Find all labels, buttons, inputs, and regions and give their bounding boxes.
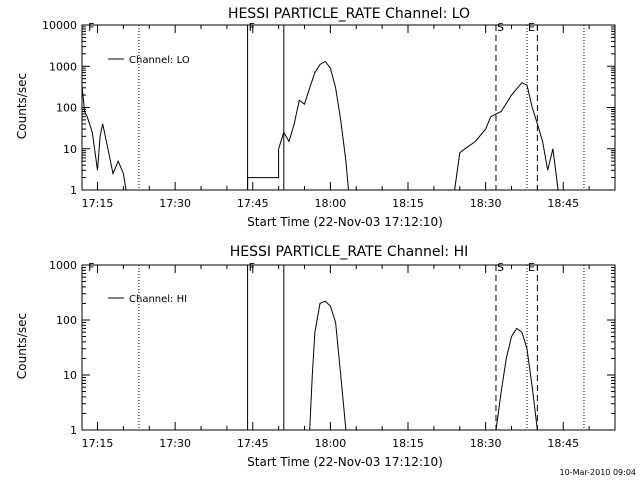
chart-title: HESSI PARTICLE_RATE Channel: LO [228, 6, 470, 22]
event-marker-label: E [528, 21, 535, 34]
event-marker-label: S [497, 261, 504, 274]
x-tick-label: 18:45 [547, 197, 579, 210]
plot-frame [81, 264, 616, 431]
plot-frame [81, 24, 616, 191]
x-axis-label: Start Time (22-Nov-03 17:12:10) [247, 455, 443, 469]
rate-series-line [495, 327, 538, 431]
y-axis-label: Counts/sec [15, 313, 29, 379]
y-tick-label: 100 [56, 102, 77, 115]
x-tick-label: 17:45 [237, 437, 269, 450]
event-marker-label: S [497, 21, 504, 34]
x-tick-label: 17:15 [82, 197, 114, 210]
x-tick-label: 17:30 [159, 197, 191, 210]
x-axis-label: Start Time (22-Nov-03 17:12:10) [247, 215, 443, 229]
timestamp: 10-Mar-2010 09:04 [559, 468, 637, 477]
rate-series-line [454, 82, 559, 191]
x-tick-label: 18:00 [315, 197, 347, 210]
y-tick-label: 100 [56, 314, 77, 327]
y-tick-label: 1000 [49, 259, 77, 272]
x-tick-label: 18:30 [470, 197, 502, 210]
event-marker-label: F [88, 21, 94, 34]
y-tick-label: 1000 [49, 60, 77, 73]
x-tick-label: 17:15 [82, 437, 114, 450]
x-tick-label: 18:30 [470, 437, 502, 450]
rate-series-line [247, 60, 349, 191]
y-tick-label: 10 [63, 369, 77, 382]
y-tick-label: 10 [63, 143, 77, 156]
y-tick-label: 10000 [42, 19, 77, 32]
rate-series-line [81, 85, 127, 191]
x-tick-label: 18:00 [315, 437, 347, 450]
y-tick-label: 1 [70, 184, 77, 197]
panel-hi: HESSI PARTICLE_RATE Channel: HI Counts/s… [15, 244, 616, 469]
legend: Channel: HI [108, 294, 187, 305]
event-marker-label: E [528, 261, 535, 274]
event-marker-label: F [88, 261, 94, 274]
legend-label: Channel: HI [129, 294, 187, 305]
legend-label: Channel: LO [129, 55, 190, 66]
x-tick-label: 18:45 [547, 437, 579, 450]
y-tick-label: 1 [70, 424, 77, 437]
event-marker-label: F [249, 21, 255, 34]
x-tick-label: 18:15 [392, 437, 424, 450]
panel-lo: HESSI PARTICLE_RATE Channel: LO Counts/s… [15, 6, 616, 229]
legend: Channel: LO [108, 55, 190, 66]
rate-series-line [309, 300, 347, 431]
x-tick-label: 17:30 [159, 437, 191, 450]
y-axis-label: Counts/sec [15, 73, 29, 139]
chart-title: HESSI PARTICLE_RATE Channel: HI [230, 244, 468, 260]
event-marker-label: F [249, 261, 255, 274]
x-tick-label: 17:45 [237, 197, 269, 210]
x-tick-label: 18:15 [392, 197, 424, 210]
